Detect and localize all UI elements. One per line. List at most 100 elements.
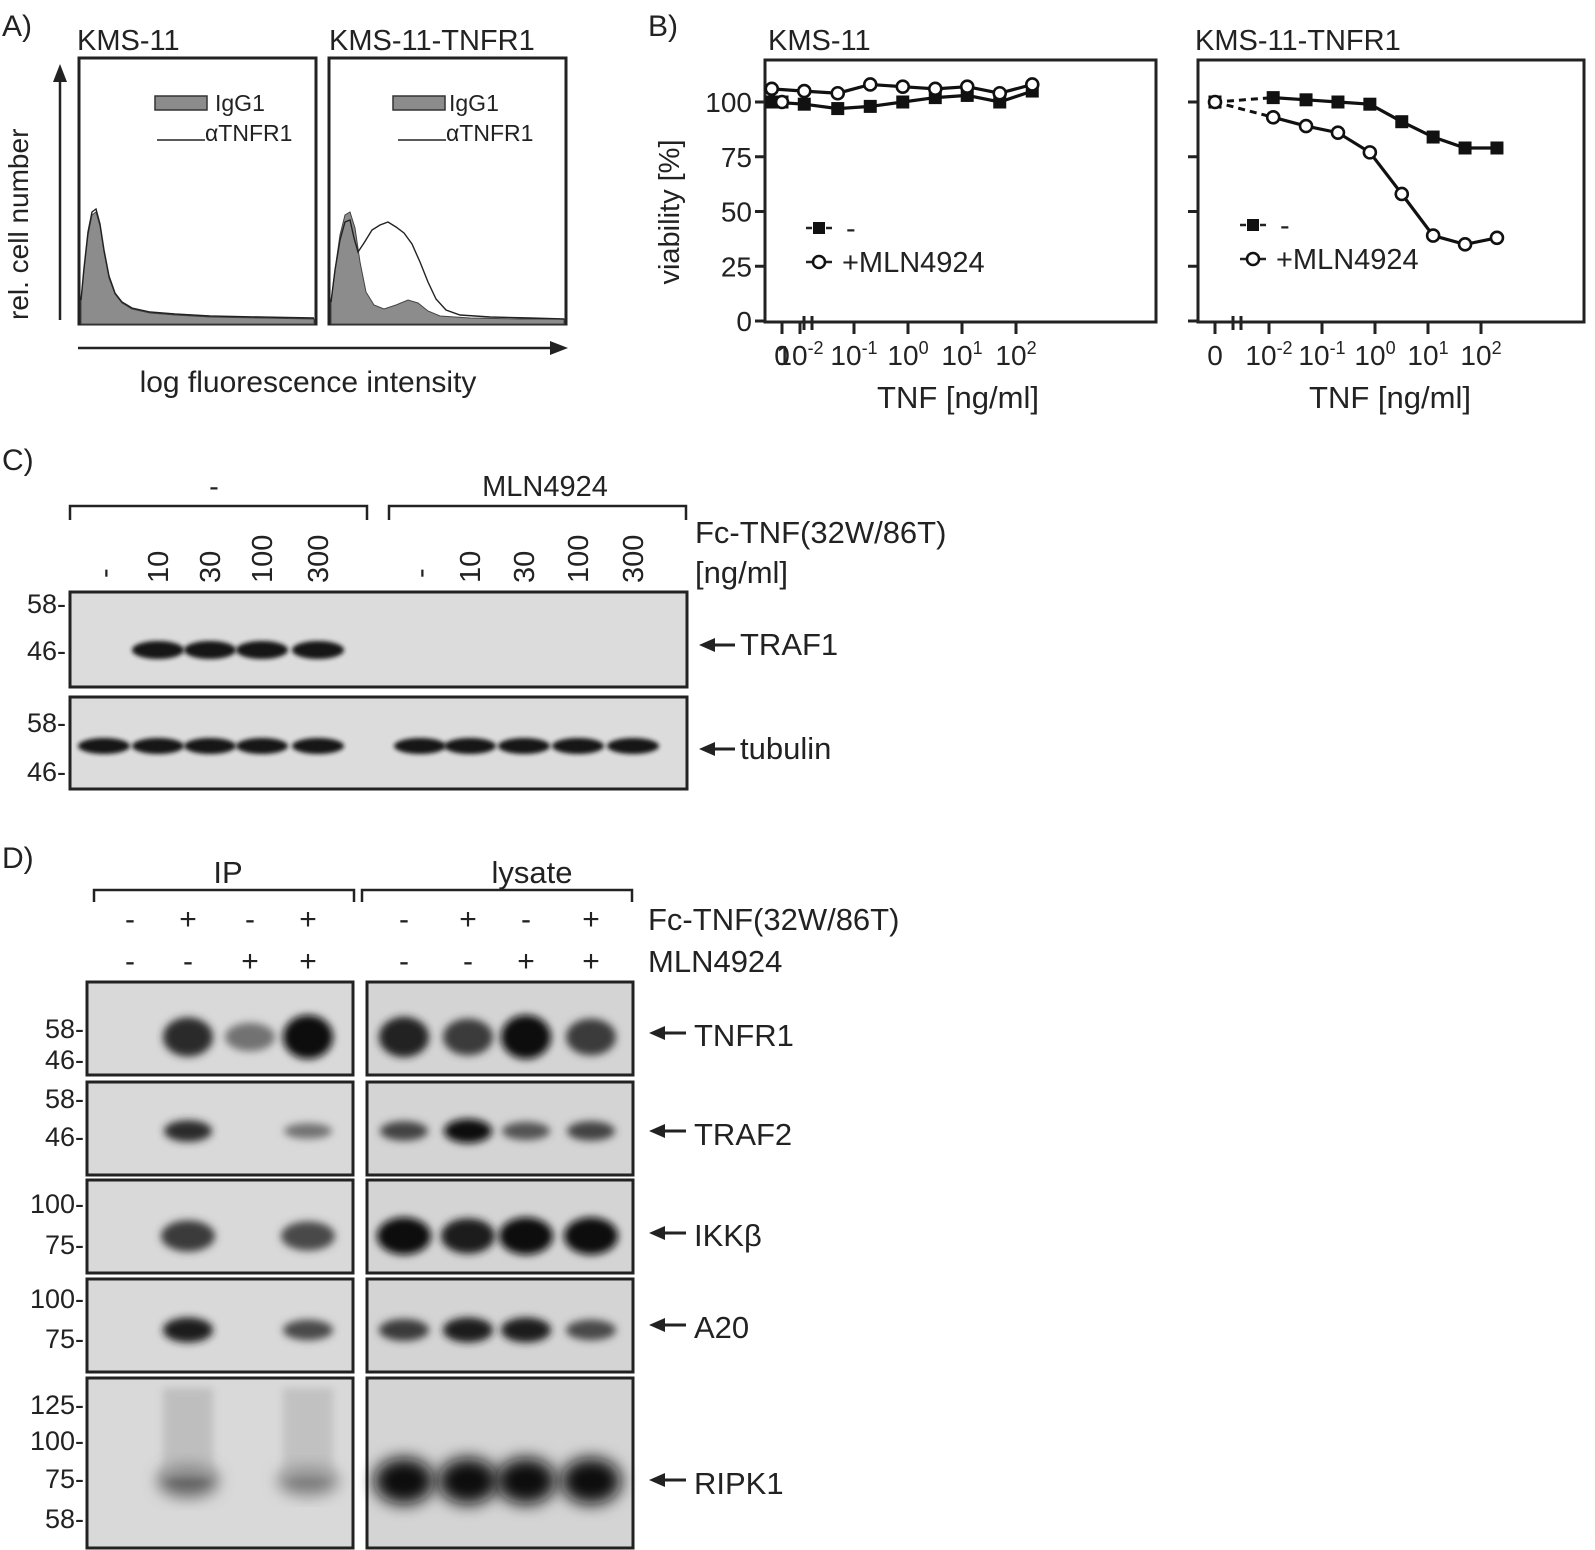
c2-point-minus <box>1299 93 1313 107</box>
panel-d-group-lysate: lysate <box>492 855 573 890</box>
mln4924-sign: - <box>399 945 409 978</box>
blot-traf2: 58- 46- TRAF2 <box>45 1080 792 1177</box>
panel-a-x-arrowhead <box>550 341 568 355</box>
chart1-title: KMS-11 <box>768 25 871 57</box>
blot-frame <box>68 590 689 689</box>
arrow-icon <box>649 1026 665 1040</box>
panel-d-letter: D) <box>2 842 34 875</box>
blot-label: RIPK1 <box>694 1466 784 1501</box>
mw-marker: 75- <box>45 1230 84 1260</box>
chart1-legend-marker-minus <box>813 222 825 234</box>
panel-d: D) IP lysate - + - + - + - + - - + + - - + + Fc-TNF(32W… <box>2 842 899 1550</box>
fc-tnf-sign: + <box>582 903 600 936</box>
panel-c-lane-label: 30 <box>509 551 541 583</box>
c2-x-tick-label: 102 <box>1460 338 1501 371</box>
lysate-band <box>379 1016 429 1058</box>
mw-marker: 58- <box>45 1504 84 1534</box>
arrow-icon <box>699 638 715 652</box>
c2-series-mln4924-break-segment <box>1214 100 1274 119</box>
blot-label: TNFR1 <box>694 1018 794 1053</box>
c2-x-axis-title: TNF [ng/ml] <box>1309 380 1471 415</box>
c1-point-minus <box>896 95 910 109</box>
lysate-band <box>374 1457 434 1505</box>
panel-b: B) viability [%] KMS-11 KMS-11-TNFR1 0 25… <box>648 10 1586 415</box>
chart1-frame <box>763 58 1158 324</box>
c1-point-mln4924 <box>927 81 943 97</box>
panel-c-lane-label: 300 <box>618 535 650 583</box>
fc-tnf-sign: - <box>245 903 255 936</box>
arrow-icon <box>649 1318 665 1332</box>
fc-tnf-sign: + <box>179 903 197 936</box>
c1-point-minus <box>797 97 811 111</box>
band <box>184 738 236 754</box>
lysate-band <box>438 1457 498 1505</box>
chart2: 0 10-2 10-1 100 101 102 TNF [ng/ml] - +MLN4924 <box>1188 58 1586 415</box>
lysate-band <box>441 1218 495 1254</box>
chart2-series <box>1207 91 1505 252</box>
chart1-series <box>764 77 1040 116</box>
chart2-y-ticks <box>1188 100 1198 323</box>
panel-d-bracket-lysate <box>360 888 634 902</box>
panel-d-row-label-mln: MLN4924 <box>648 944 782 979</box>
c1-x-tick-label: 101 <box>941 338 982 371</box>
mw-marker: 46- <box>45 1045 84 1075</box>
panel-c-blots: 58- 46- TRAF1 58- 46- tubulin <box>27 589 838 791</box>
histogram-igg1-kms11 <box>80 211 315 325</box>
band <box>607 738 659 754</box>
c1-x-tick-label: 10-2 <box>776 338 823 371</box>
panel-a: A) rel. cell number log fluorescence int… <box>2 10 568 399</box>
c2-point-mln4924 <box>1330 125 1346 140</box>
chart1-legend: - +MLN4924 <box>806 213 985 279</box>
c2-series-minus-break-segment <box>1214 96 1274 104</box>
ip-band <box>163 1017 213 1057</box>
chart2-legend-label-mln: +MLN4924 <box>1276 244 1419 276</box>
legend-label-atnfr1-kms11-tnfr1: αTNFR1 <box>446 120 533 146</box>
arrow-icon <box>699 742 715 756</box>
c1-x-tick-label: 10-1 <box>830 338 877 371</box>
fc-tnf-sign: - <box>521 903 531 936</box>
chart2-title: KMS-11-TNFR1 <box>1195 25 1401 57</box>
c2-point-minus <box>1426 130 1440 144</box>
ip-band <box>161 1220 215 1252</box>
chart2-legend-marker-minus <box>1247 219 1259 231</box>
mw-marker: 100- <box>30 1426 84 1456</box>
blot-label: tubulin <box>740 731 831 766</box>
arrow-icon <box>649 1124 665 1138</box>
band <box>498 738 550 754</box>
lysate-band <box>379 1318 429 1342</box>
panel-c-bracket-mln <box>387 504 688 520</box>
mln4924-sign: + <box>241 945 259 978</box>
lysate-band <box>443 1018 493 1056</box>
chart1-x-axis: 010-2 10-1 100 101 102 TNF [ng/ml] <box>774 316 1039 415</box>
mw-marker: 75- <box>45 1464 84 1494</box>
lysate-band <box>444 1118 492 1144</box>
panel-b-letter: B) <box>648 10 678 43</box>
panel-c-unit-label: [ng/ml] <box>695 555 788 590</box>
c1-x-axis-title: TNF [ng/ml] <box>877 380 1039 415</box>
band <box>236 641 288 659</box>
c2-point-mln4924 <box>1265 110 1281 125</box>
blot-tnfr1: 58-46- TNFR1 <box>45 980 794 1077</box>
panel-c-group-mln: MLN4924 <box>482 471 608 503</box>
chart1-legend-label-mln: +MLN4924 <box>842 247 985 279</box>
c2-x-tick-label: 10-2 <box>1245 338 1292 371</box>
mw-marker: 100- <box>30 1284 84 1314</box>
arrow-icon <box>649 1473 665 1487</box>
fc-tnf-sign: + <box>459 903 477 936</box>
panel-a-xlabel: log fluorescence intensity <box>140 366 477 399</box>
c2-x-tick-label: 100 <box>1354 338 1395 371</box>
lysate-band <box>567 1121 615 1141</box>
mw-marker: 46- <box>27 636 66 666</box>
panel-b-ylabel: viability [%] <box>654 139 686 284</box>
panel-c-lane-label: 30 <box>195 551 227 583</box>
blot-label: TRAF1 <box>740 627 838 662</box>
lysate-band <box>501 1015 551 1059</box>
ip-band <box>283 1015 333 1059</box>
ip-band <box>281 1221 335 1251</box>
lysate-band <box>561 1457 621 1505</box>
band <box>444 738 496 754</box>
blot-a20: 100- 75- A20 <box>30 1277 749 1374</box>
blot-label: IKKβ <box>694 1218 762 1253</box>
legend-swatch-igg1-kms11-tnfr1 <box>392 95 446 111</box>
c1-point-mln4924 <box>992 85 1008 101</box>
